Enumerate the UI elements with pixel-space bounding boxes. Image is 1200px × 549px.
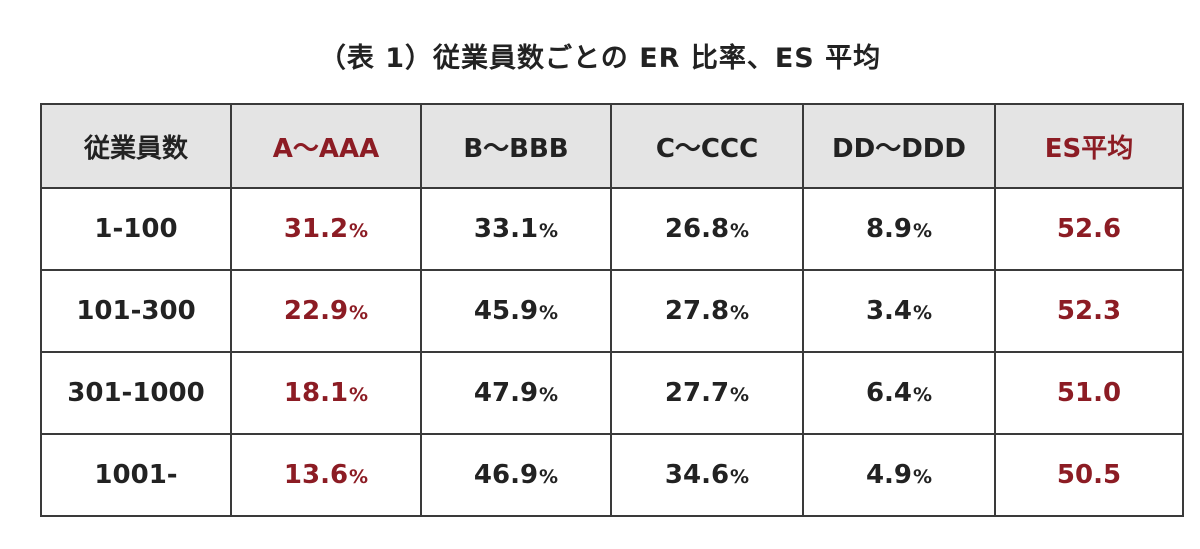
table-row: 301-1000 18.1% 47.9% 27.7% 6.4% 51.0 — [40, 351, 1184, 435]
percent-sign: % — [730, 302, 750, 324]
table-header-row: 従業員数 A〜AAA B〜BBB C〜CCC DD〜DDD ES平均 — [40, 103, 1184, 189]
table-row: 101-300 22.9% 45.9% 27.8% 3.4% 52.3 — [40, 269, 1184, 353]
percent-sign: % — [349, 466, 369, 488]
percent-sign: % — [539, 302, 559, 324]
cell-dd-ddd: 8.9% — [802, 187, 996, 271]
cell-value: 27.8 — [664, 296, 730, 326]
percent-sign: % — [349, 220, 369, 242]
cell-value: 8.9 — [865, 214, 912, 244]
cell-b-bbb: 45.9% — [420, 269, 612, 353]
table-title: （表 1）従業員数ごとの ER 比率、ES 平均 — [318, 43, 882, 74]
percent-sign: % — [730, 220, 750, 242]
cell-value: 47.9 — [473, 378, 539, 408]
header-dd-ddd: DD〜DDD — [802, 103, 996, 189]
cell-value: 31.2 — [283, 214, 349, 244]
percent-sign: % — [913, 384, 933, 406]
table-row: 1-100 31.2% 33.1% 26.8% 8.9% 52.6 — [40, 187, 1184, 271]
cell-c-ccc: 27.7% — [610, 351, 804, 435]
cell-es-average: 50.5 — [994, 433, 1184, 517]
cell-es-average: 52.3 — [994, 269, 1184, 353]
row-label: 301-1000 — [40, 351, 232, 435]
cell-a-aaa: 18.1% — [230, 351, 422, 435]
header-b-bbb: B〜BBB — [420, 103, 612, 189]
header-a-aaa: A〜AAA — [230, 103, 422, 189]
header-employee-count: 従業員数 — [40, 103, 232, 189]
cell-value: 46.9 — [473, 460, 539, 490]
cell-b-bbb: 47.9% — [420, 351, 612, 435]
cell-value: 4.9 — [865, 460, 912, 490]
cell-value: 33.1 — [473, 214, 539, 244]
cell-value: 6.4 — [865, 378, 912, 408]
cell-value: 3.4 — [865, 296, 912, 326]
percent-sign: % — [913, 220, 933, 242]
cell-dd-ddd: 4.9% — [802, 433, 996, 517]
header-c-ccc: C〜CCC — [610, 103, 804, 189]
cell-value: 27.7 — [664, 378, 730, 408]
cell-value: 18.1 — [283, 378, 349, 408]
cell-value: 45.9 — [473, 296, 539, 326]
percent-sign: % — [539, 466, 559, 488]
table-row: 1001- 13.6% 46.9% 34.6% 4.9% 50.5 — [40, 433, 1184, 517]
cell-es-average: 52.6 — [994, 187, 1184, 271]
percent-sign: % — [913, 302, 933, 324]
cell-a-aaa: 13.6% — [230, 433, 422, 517]
percent-sign: % — [913, 466, 933, 488]
row-label: 101-300 — [40, 269, 232, 353]
cell-b-bbb: 33.1% — [420, 187, 612, 271]
percent-sign: % — [730, 384, 750, 406]
percent-sign: % — [539, 384, 559, 406]
cell-b-bbb: 46.9% — [420, 433, 612, 517]
percent-sign: % — [730, 466, 750, 488]
percent-sign: % — [539, 220, 559, 242]
cell-c-ccc: 27.8% — [610, 269, 804, 353]
cell-c-ccc: 26.8% — [610, 187, 804, 271]
cell-value: 26.8 — [664, 214, 730, 244]
header-es-average: ES平均 — [994, 103, 1184, 189]
cell-a-aaa: 31.2% — [230, 187, 422, 271]
cell-es-average: 51.0 — [994, 351, 1184, 435]
cell-value: 22.9 — [283, 296, 349, 326]
cell-a-aaa: 22.9% — [230, 269, 422, 353]
er-ratio-table: 従業員数 A〜AAA B〜BBB C〜CCC DD〜DDD ES平均 1-100… — [40, 103, 1184, 517]
cell-value: 34.6 — [664, 460, 730, 490]
cell-dd-ddd: 3.4% — [802, 269, 996, 353]
cell-c-ccc: 34.6% — [610, 433, 804, 517]
percent-sign: % — [349, 384, 369, 406]
row-label: 1-100 — [40, 187, 232, 271]
row-label: 1001- — [40, 433, 232, 517]
percent-sign: % — [349, 302, 369, 324]
cell-dd-ddd: 6.4% — [802, 351, 996, 435]
cell-value: 13.6 — [283, 460, 349, 490]
